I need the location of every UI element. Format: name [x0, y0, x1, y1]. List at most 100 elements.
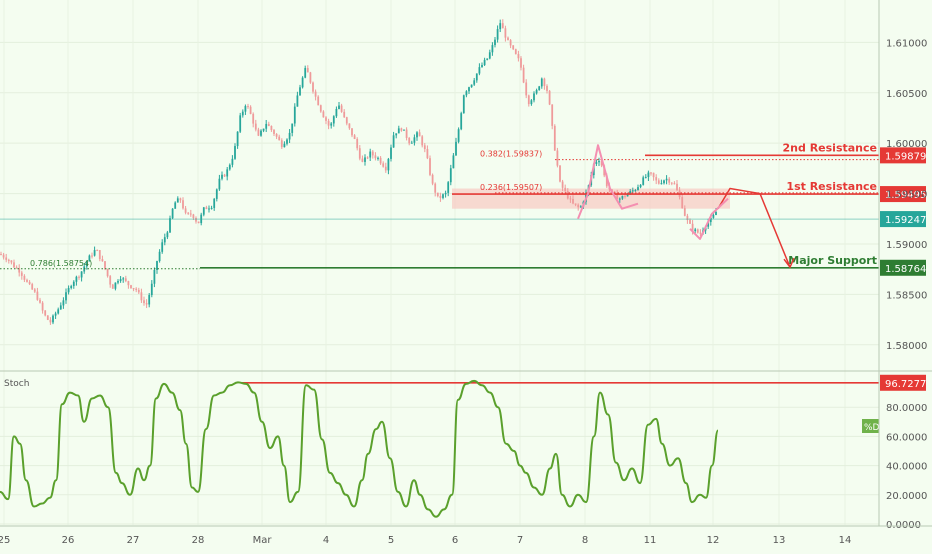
candle[interactable]: [104, 261, 106, 269]
levels[interactable]: 1.59247 2nd Resistance 1.59879 1st Resistan…: [0, 141, 926, 276]
candle[interactable]: [33, 289, 36, 292]
candle[interactable]: [72, 281, 75, 287]
candle[interactable]: [379, 157, 382, 164]
candle[interactable]: [249, 106, 252, 114]
candle[interactable]: [473, 80, 476, 85]
candle[interactable]: [119, 279, 122, 282]
candle[interactable]: [631, 190, 634, 192]
candle[interactable]: [384, 166, 387, 171]
candle[interactable]: [197, 221, 200, 224]
candle[interactable]: [57, 309, 60, 314]
candle[interactable]: [18, 268, 21, 273]
candle[interactable]: [634, 190, 637, 192]
candle[interactable]: [322, 111, 325, 118]
candle[interactable]: [293, 106, 296, 124]
candle[interactable]: [275, 133, 278, 137]
candle[interactable]: [317, 96, 320, 106]
candle[interactable]: [655, 177, 658, 181]
candle[interactable]: [522, 67, 525, 83]
candle[interactable]: [694, 229, 697, 232]
candle[interactable]: [374, 155, 377, 159]
candle[interactable]: [382, 163, 385, 167]
candle[interactable]: [111, 284, 114, 289]
candle[interactable]: [387, 158, 390, 171]
candle[interactable]: [475, 73, 478, 81]
candle[interactable]: [668, 178, 671, 183]
candle[interactable]: [257, 129, 260, 136]
candle[interactable]: [650, 172, 652, 174]
candle[interactable]: [109, 276, 112, 285]
candle[interactable]: [46, 315, 49, 320]
candle[interactable]: [218, 178, 221, 190]
candle[interactable]: [0, 254, 2, 256]
candle[interactable]: [223, 174, 226, 177]
candle[interactable]: [533, 93, 535, 101]
candle[interactable]: [301, 77, 304, 88]
candle[interactable]: [140, 292, 143, 301]
candle[interactable]: [577, 204, 580, 208]
candle[interactable]: [426, 149, 429, 159]
candle[interactable]: [543, 78, 546, 86]
candle[interactable]: [54, 313, 57, 316]
candle[interactable]: [520, 58, 522, 68]
candle[interactable]: [98, 250, 101, 260]
candle[interactable]: [561, 181, 564, 188]
candle[interactable]: [135, 288, 138, 290]
candle[interactable]: [525, 82, 528, 96]
candle[interactable]: [319, 105, 322, 112]
candle[interactable]: [202, 207, 205, 215]
candle[interactable]: [353, 135, 356, 139]
candle[interactable]: [689, 220, 691, 224]
candle[interactable]: [642, 177, 645, 185]
candle[interactable]: [153, 269, 156, 284]
candle[interactable]: [169, 218, 171, 233]
candle[interactable]: [504, 28, 507, 38]
candle[interactable]: [439, 196, 442, 198]
candle[interactable]: [31, 284, 34, 290]
candle[interactable]: [457, 129, 460, 142]
candle[interactable]: [468, 87, 470, 92]
candle[interactable]: [80, 271, 83, 278]
candle[interactable]: [236, 131, 239, 147]
candle[interactable]: [551, 104, 554, 126]
candle[interactable]: [340, 105, 343, 112]
candle[interactable]: [174, 202, 177, 209]
candle[interactable]: [624, 195, 626, 197]
candle[interactable]: [670, 182, 673, 184]
candle[interactable]: [699, 232, 702, 234]
candle[interactable]: [514, 49, 517, 55]
candle[interactable]: [91, 255, 93, 257]
candle[interactable]: [228, 164, 231, 170]
candle[interactable]: [530, 100, 533, 105]
candle[interactable]: [470, 84, 473, 88]
candle[interactable]: [421, 136, 424, 146]
candle[interactable]: [564, 187, 567, 192]
candle[interactable]: [663, 180, 665, 184]
candle[interactable]: [455, 141, 457, 156]
candle[interactable]: [252, 113, 255, 124]
candle[interactable]: [403, 129, 405, 131]
candle[interactable]: [156, 261, 158, 270]
candle[interactable]: [244, 106, 247, 112]
candle[interactable]: [621, 195, 624, 199]
candle[interactable]: [195, 217, 197, 222]
candle[interactable]: [559, 165, 561, 182]
candle[interactable]: [676, 183, 678, 191]
candle[interactable]: [369, 151, 372, 158]
candle[interactable]: [106, 268, 109, 277]
candle[interactable]: [527, 95, 530, 105]
candle[interactable]: [330, 123, 333, 126]
candle[interactable]: [637, 187, 639, 191]
candle[interactable]: [114, 282, 117, 289]
candle[interactable]: [343, 111, 346, 118]
candle[interactable]: [418, 132, 421, 137]
candle[interactable]: [59, 305, 62, 310]
candle[interactable]: [130, 285, 132, 289]
candle[interactable]: [122, 278, 125, 280]
candle[interactable]: [192, 214, 195, 218]
candle[interactable]: [13, 262, 15, 268]
candle[interactable]: [686, 215, 689, 221]
candle[interactable]: [325, 117, 327, 121]
candle[interactable]: [345, 117, 348, 124]
